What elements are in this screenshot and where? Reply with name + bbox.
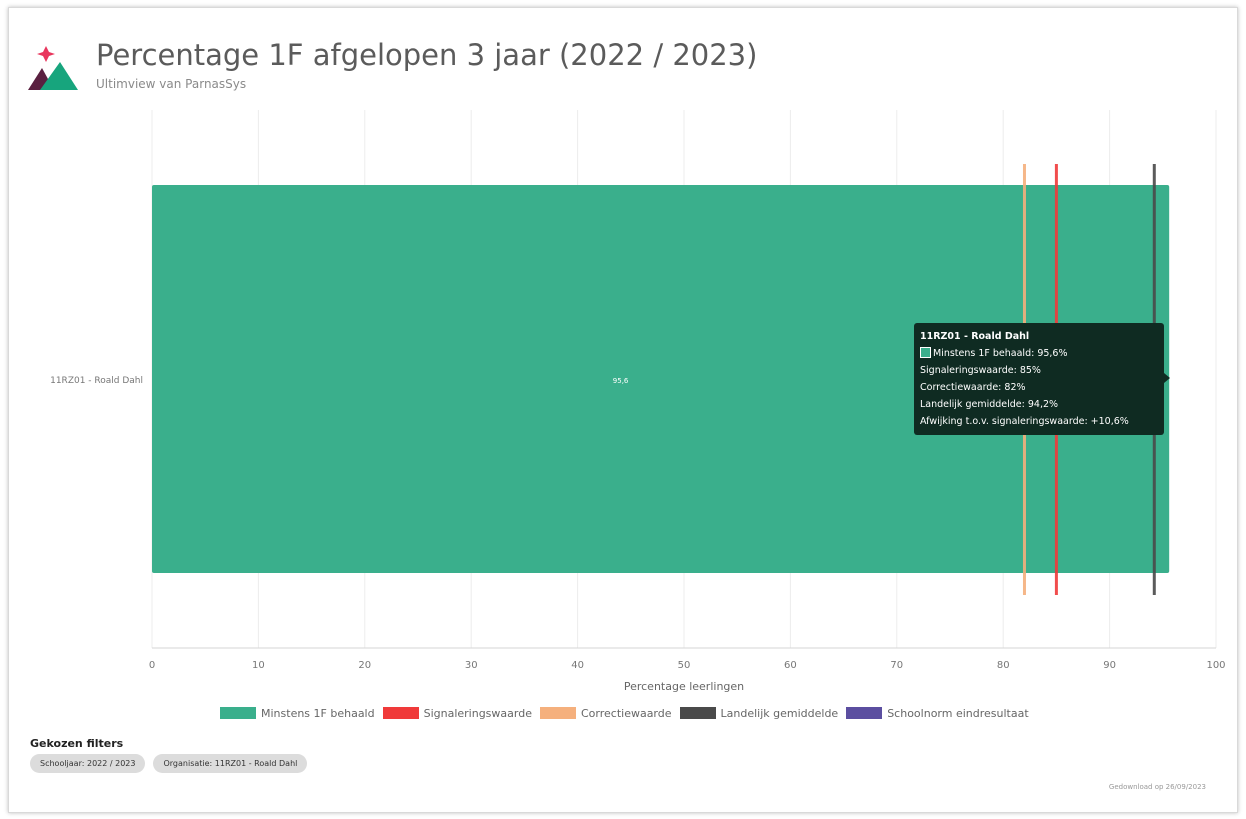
x-tick-label: 70: [890, 660, 903, 671]
tooltip-arrow: [1164, 373, 1170, 383]
legend-label: Schoolnorm eindresultaat: [887, 706, 1029, 720]
tooltip-row-behaald: Minstens 1F behaald: 95,6%: [920, 345, 1158, 362]
legend-item[interactable]: Landelijk gemiddelde: [679, 706, 839, 720]
legend-item[interactable]: Correctiewaarde: [539, 706, 672, 720]
tooltip-title: 11RZ01 - Roald Dahl: [920, 331, 1030, 342]
page-subtitle: Ultimview van ParnasSys: [96, 77, 247, 91]
tooltip-line-behaald: Minstens 1F behaald: 95,6%: [933, 348, 1068, 359]
legend-label: Signaleringswaarde: [423, 706, 532, 720]
tooltip-line-landelijk: Landelijk gemiddelde: 94,2%: [920, 399, 1059, 410]
x-tick-label: 30: [465, 660, 478, 671]
tooltip-line-correctie: Correctiewaarde: 82%: [920, 382, 1026, 393]
legend-label: Landelijk gemiddelde: [720, 706, 839, 720]
filter-chips: Schooljaar: 2022 / 2023 Organisatie: 11R…: [30, 754, 315, 773]
x-tick-label: 40: [571, 660, 584, 671]
legend-swatch: [539, 707, 576, 719]
x-tick-label: 20: [358, 660, 371, 671]
logo-sparkle: [37, 46, 55, 62]
page-title: Percentage 1F afgelopen 3 jaar (2022 / 2…: [96, 38, 758, 72]
x-tick-label: 90: [1103, 660, 1116, 671]
x-tick-label: 80: [997, 660, 1010, 671]
chart-legend: Minstens 1F behaald Signaleringswaarde Cor…: [220, 705, 1037, 721]
chart-tooltip: 11RZ01 - Roald Dahl Minstens 1F behaald:…: [914, 323, 1164, 435]
legend-item[interactable]: Schoolnorm eindresultaat: [846, 706, 1029, 720]
filter-chip-schooljaar[interactable]: Schooljaar: 2022 / 2023: [30, 754, 146, 773]
legend-swatch: [679, 707, 716, 719]
bar: [152, 185, 1170, 573]
x-tick-label: 60: [784, 660, 797, 671]
legend-item[interactable]: Signaleringswaarde: [382, 706, 532, 720]
y-category-label: 11RZ01 - Roald Dahl: [50, 376, 143, 386]
tooltip-swatch: [920, 347, 931, 358]
legend-swatch: [220, 707, 256, 719]
parnassys-logo: [28, 46, 78, 90]
x-axis-label: Percentage leerlingen: [624, 680, 744, 693]
x-tick-label: 0: [149, 660, 155, 671]
bar-data-label: 95,6: [613, 377, 629, 385]
x-tick-label: 50: [678, 660, 691, 671]
legend-item[interactable]: Minstens 1F behaald: [220, 707, 375, 720]
legend-swatch: [846, 707, 883, 719]
legend-label: Correctiewaarde: [580, 706, 672, 720]
x-tick-label: 10: [252, 660, 265, 671]
filters-title: Gekozen filters: [30, 737, 124, 750]
tooltip-line-afwijking: Afwijking t.o.v. signaleringswaarde: +10…: [920, 416, 1129, 427]
legend-label: Minstens 1F behaald: [261, 706, 375, 720]
download-date: Gedownload op 26/09/2023: [1108, 783, 1206, 791]
logo-mountain-green: [40, 62, 78, 90]
tooltip-line-signalering: Signaleringswaarde: 85%: [920, 365, 1041, 376]
filter-chip-organisatie[interactable]: Organisatie: 11RZ01 - Roald Dahl: [153, 754, 308, 773]
legend-swatch: [382, 707, 419, 719]
x-tick-label: 100: [1206, 660, 1225, 671]
